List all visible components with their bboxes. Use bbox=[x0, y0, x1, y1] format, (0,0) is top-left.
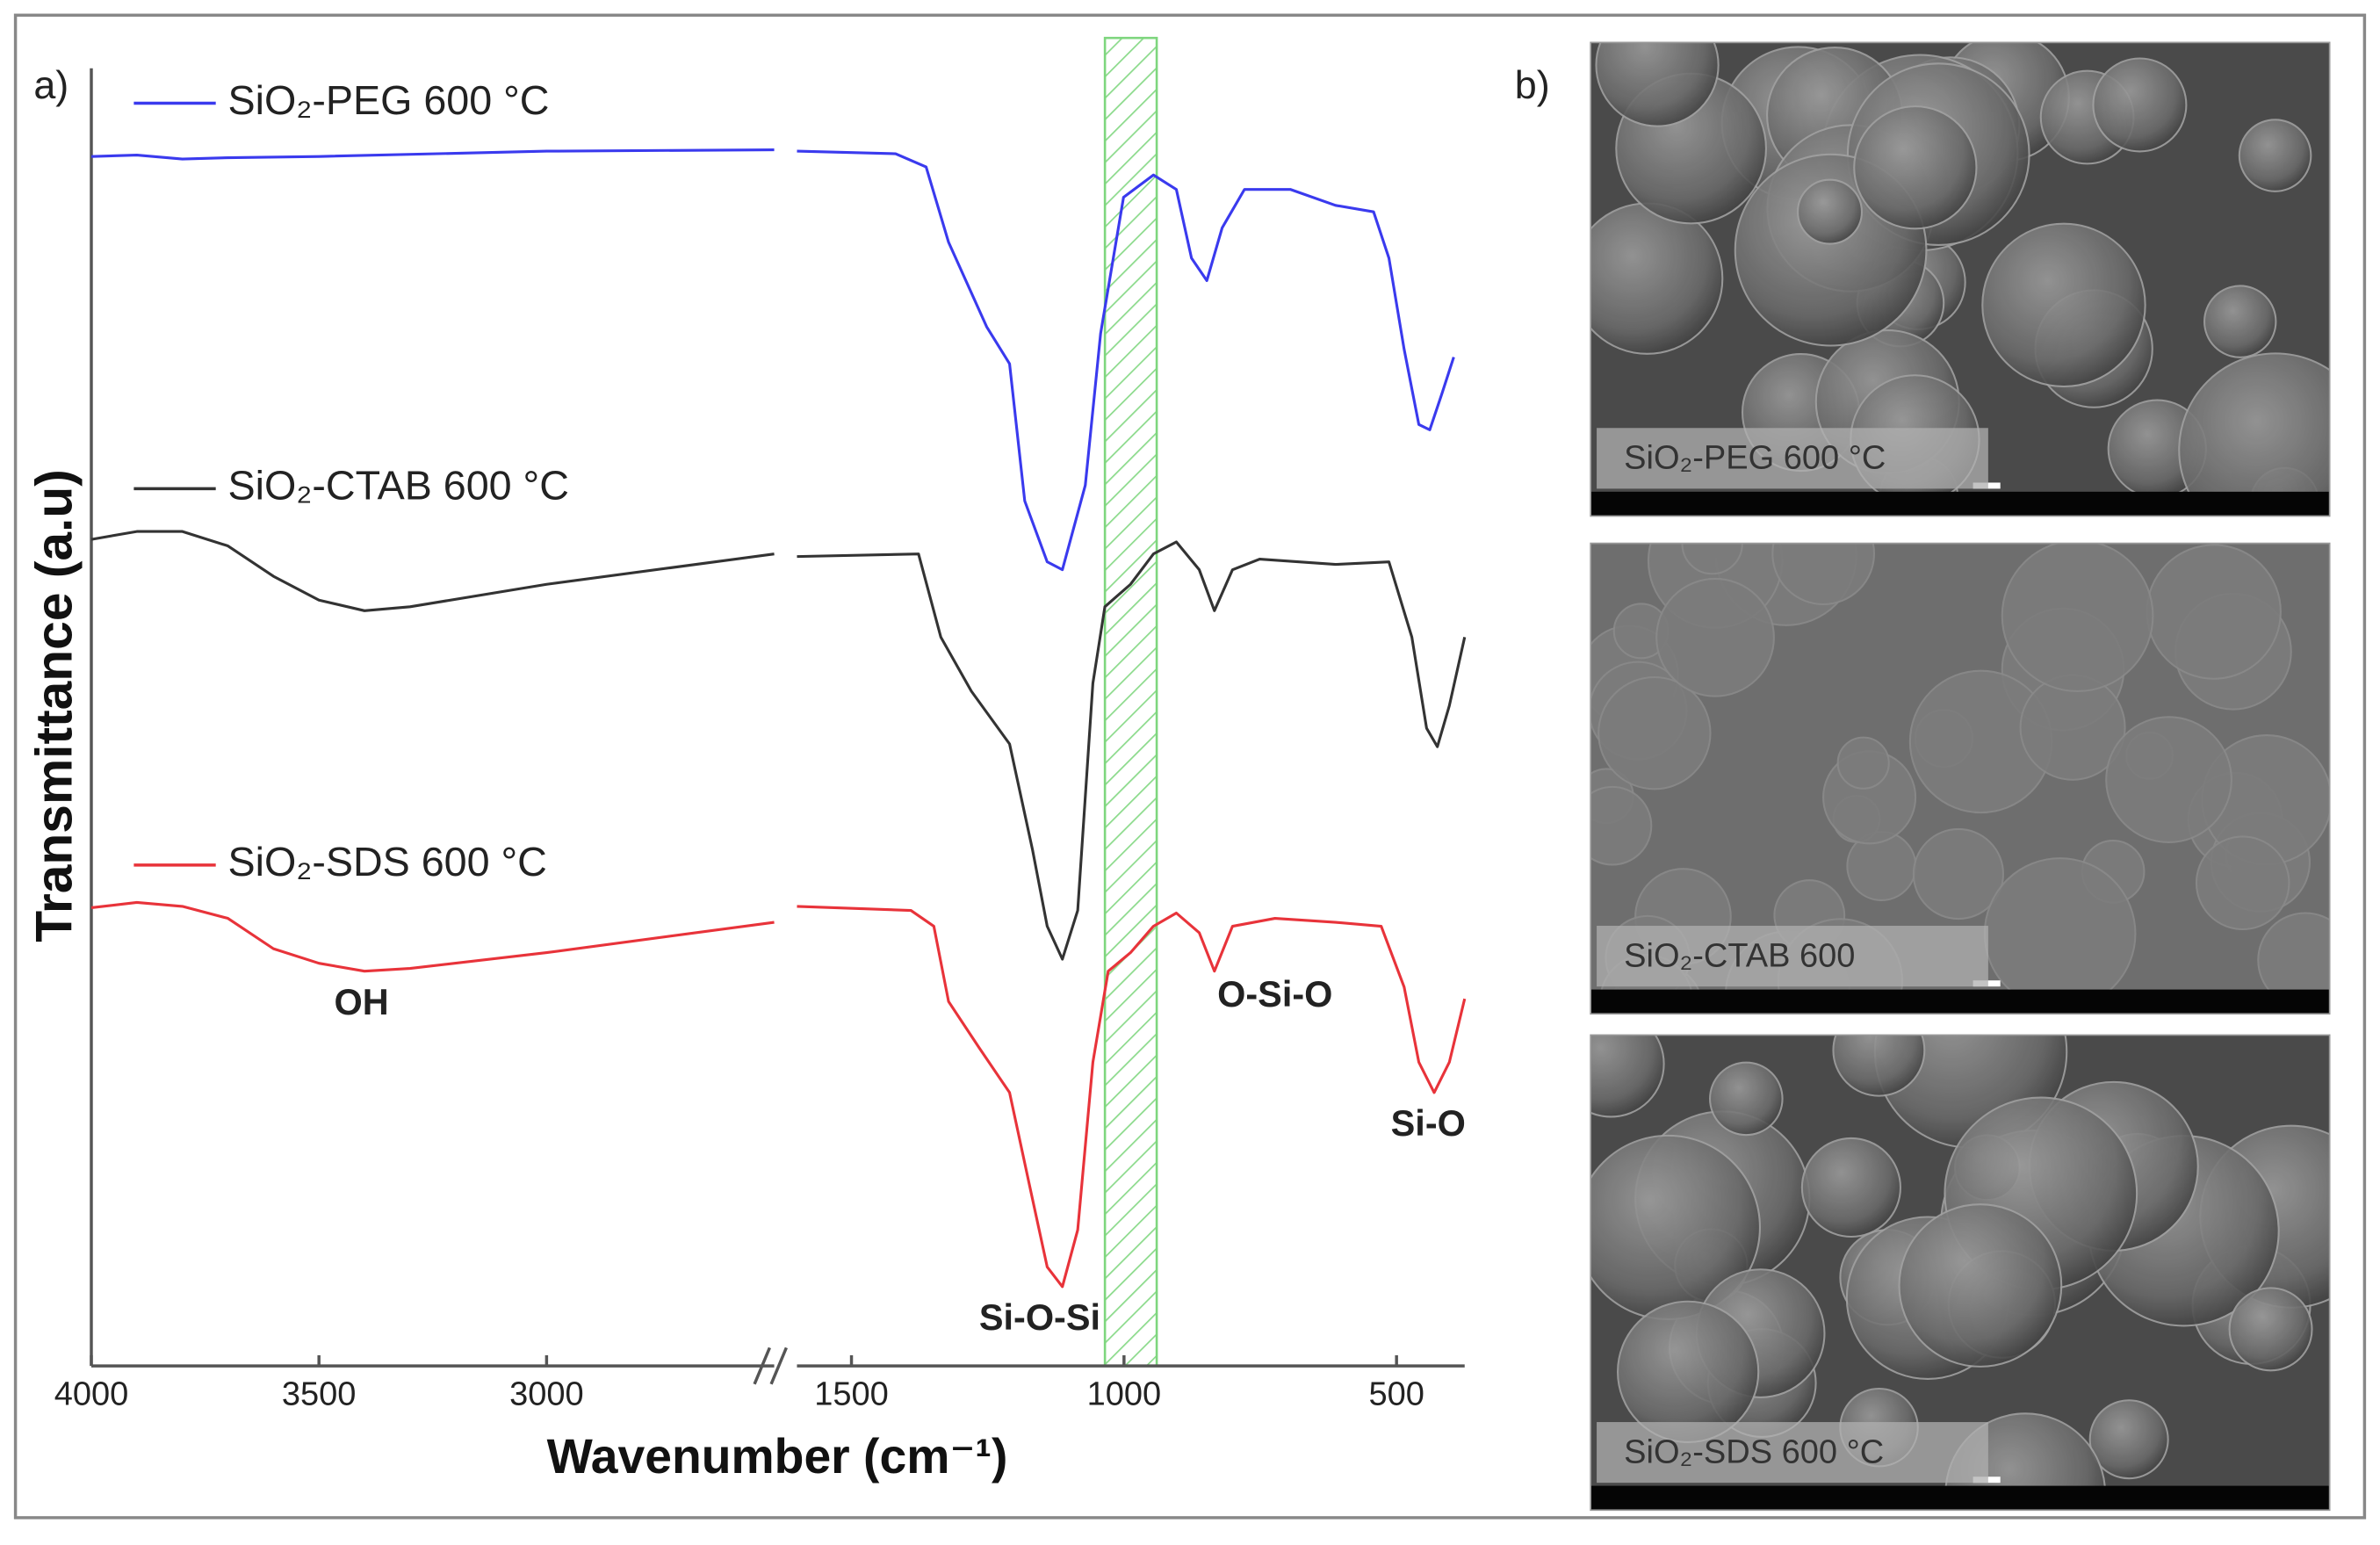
particle bbox=[1709, 1061, 1784, 1137]
label-box bbox=[1597, 926, 1988, 987]
annotation: O-Si-O bbox=[1217, 973, 1332, 1014]
axis-break bbox=[753, 1346, 788, 1385]
x-tick-label: 3000 bbox=[509, 1376, 584, 1413]
particle bbox=[2228, 1287, 2313, 1372]
particle bbox=[1771, 543, 1875, 605]
sem-border bbox=[1590, 542, 2331, 1015]
sem-label: SiO₂-PEG 600 °C bbox=[1624, 440, 1886, 477]
particle bbox=[1590, 785, 1653, 866]
panel-label: b) bbox=[1515, 62, 1550, 107]
spectrum-line bbox=[90, 900, 1467, 1289]
sem-image: SiO₂-PEG 600 °C bbox=[1590, 41, 2331, 517]
particle bbox=[2105, 716, 2232, 843]
annotation: OH bbox=[334, 981, 388, 1022]
particle bbox=[1797, 178, 1863, 245]
x-axis-label: Wavenumber (cm⁻¹) bbox=[547, 1429, 1008, 1484]
particle bbox=[2001, 543, 2154, 692]
legend-label: SiO₂-SDS 600 °C bbox=[228, 839, 547, 884]
x-tick-label: 500 bbox=[1368, 1376, 1424, 1413]
particle bbox=[2146, 544, 2282, 680]
particle bbox=[2092, 57, 2188, 153]
legend-label: SiO₂-CTAB 600 °C bbox=[228, 463, 569, 509]
legend-label: SiO₂-PEG 600 °C bbox=[228, 77, 550, 123]
label-box bbox=[1597, 428, 1988, 489]
particle bbox=[2088, 1399, 2169, 1480]
particle bbox=[1853, 105, 1978, 230]
annotation: Si-O bbox=[1391, 1102, 1466, 1144]
particle bbox=[2195, 835, 2290, 931]
particle bbox=[1617, 1300, 1760, 1443]
scale-strip bbox=[1590, 491, 2330, 516]
sem-texture: SiO₂-SDS 600 °C bbox=[1590, 1035, 2330, 1511]
particle bbox=[1597, 675, 1712, 791]
particle bbox=[1898, 1203, 2063, 1368]
x-tick-label: 1500 bbox=[814, 1376, 889, 1413]
particle bbox=[1590, 202, 1724, 355]
panel-label: a) bbox=[33, 62, 69, 107]
particle bbox=[1981, 222, 2146, 388]
sem-texture: SiO₂-PEG 600 °C bbox=[1590, 42, 2330, 516]
sem-label: SiO₂-CTAB 600 bbox=[1624, 937, 1855, 974]
particle bbox=[1590, 1035, 1665, 1118]
particle bbox=[2203, 285, 2277, 358]
x-tick-label: 4000 bbox=[54, 1376, 129, 1413]
frame bbox=[13, 13, 2367, 1520]
particle bbox=[1983, 857, 2137, 1010]
scale-strip bbox=[1590, 1485, 2330, 1511]
sem-border bbox=[1590, 1034, 2331, 1512]
plot: 4000 3500 3000 1500 1000 500 SiO₂-PEG 600 °C Si… bbox=[54, 36, 1467, 1413]
particle bbox=[1595, 42, 1720, 127]
sem-image: SiO₂-SDS 600 °C bbox=[1590, 1034, 2331, 1512]
particle bbox=[1655, 577, 1775, 697]
sem-border bbox=[1590, 41, 2331, 517]
annotation: Si-O-Si bbox=[979, 1296, 1100, 1338]
y-axis-label: Transmittance (a.u) bbox=[26, 469, 83, 942]
particle bbox=[1912, 827, 2005, 921]
particle bbox=[1836, 736, 1890, 790]
label-box bbox=[1597, 1422, 1988, 1484]
particle bbox=[2238, 119, 2312, 192]
x-tick-label: 3500 bbox=[282, 1376, 357, 1413]
particle bbox=[1800, 1137, 1901, 1238]
sem-texture: SiO₂-CTAB 600 bbox=[1590, 543, 2330, 1014]
sem-label: SiO₂-SDS 600 °C bbox=[1624, 1433, 1884, 1470]
spectrum-line bbox=[90, 148, 1455, 572]
shaded-region bbox=[1103, 36, 1158, 1368]
particle bbox=[2178, 352, 2330, 516]
spectrum-line bbox=[90, 530, 1467, 961]
x-tick-label: 1000 bbox=[1087, 1376, 1162, 1413]
sem-image: SiO₂-CTAB 600 bbox=[1590, 542, 2331, 1015]
scale-strip bbox=[1590, 989, 2330, 1014]
particle bbox=[1832, 1035, 1926, 1097]
sem-panels: SiO₂-PEG 600 °C SiO₂-CTAB 600 SiO₂-SDS 600… bbox=[1590, 41, 2331, 1512]
